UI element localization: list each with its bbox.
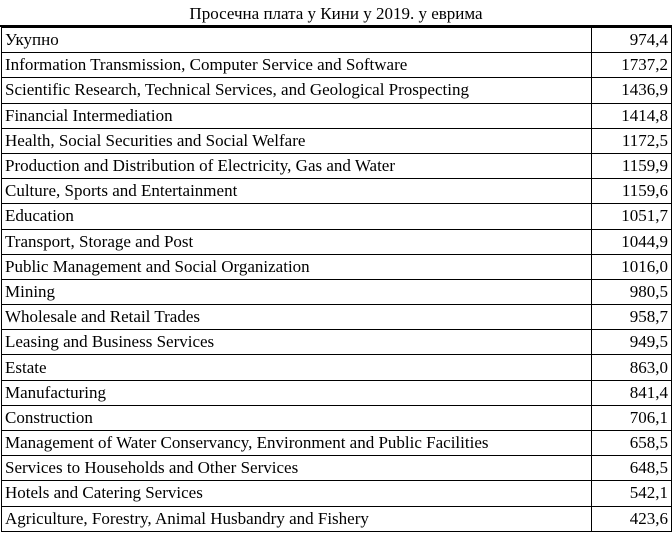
sector-label: Construction bbox=[1, 404, 592, 432]
sector-label: Education bbox=[1, 203, 592, 230]
salary-value: 1051,7 bbox=[591, 203, 672, 230]
table-row: Financial Intermediation 1414,8 bbox=[1, 102, 672, 129]
salary-value: 648,5 bbox=[591, 455, 672, 482]
table-row: Hotels and Catering Services 542,1 bbox=[1, 480, 672, 507]
salary-value: 1172,5 bbox=[591, 127, 672, 154]
sector-label: Mining bbox=[1, 278, 592, 306]
salary-value: 1414,8 bbox=[591, 102, 672, 129]
table-row: Leasing and Business Services 949,5 bbox=[1, 329, 672, 356]
sector-label: Public Management and Social Organizatio… bbox=[1, 253, 592, 280]
table-row: Production and Distribution of Electrici… bbox=[1, 152, 672, 180]
sector-label: Hotels and Catering Services bbox=[1, 480, 592, 507]
sector-label: Services to Households and Other Service… bbox=[1, 455, 592, 482]
table-row: Agriculture, Forestry, Animal Husbandry … bbox=[1, 505, 672, 532]
salary-value: 974,4 bbox=[591, 26, 672, 54]
sector-label: Agriculture, Forestry, Animal Husbandry … bbox=[1, 505, 592, 532]
table-row: Mining 980,5 bbox=[1, 278, 672, 306]
table-row: Culture, Sports and Entertainment 1159,6 bbox=[1, 178, 672, 205]
salary-table: Укупно 974,4 Information Transmission, Com… bbox=[1, 26, 672, 532]
table-row: Укупно 974,4 bbox=[1, 26, 672, 54]
sector-label: Укупно bbox=[1, 26, 592, 54]
salary-value: 1044,9 bbox=[591, 228, 672, 255]
table-row: Education 1051,7 bbox=[1, 203, 672, 230]
sector-label: Production and Distribution of Electrici… bbox=[1, 152, 592, 180]
sector-label: Transport, Storage and Post bbox=[1, 228, 592, 255]
salary-value: 949,5 bbox=[591, 329, 672, 356]
salary-value: 958,7 bbox=[591, 304, 672, 331]
salary-value: 841,4 bbox=[591, 379, 672, 406]
table-row: Public Management and Social Organizatio… bbox=[1, 253, 672, 280]
sector-label: Manufacturing bbox=[1, 379, 592, 406]
sector-label: Health, Social Securities and Social Wel… bbox=[1, 127, 592, 154]
salary-value: 863,0 bbox=[591, 354, 672, 381]
sector-label: Culture, Sports and Entertainment bbox=[1, 178, 592, 205]
table-row: Wholesale and Retail Trades 958,7 bbox=[1, 304, 672, 331]
salary-value: 980,5 bbox=[591, 278, 672, 306]
sector-label: Financial Intermediation bbox=[1, 102, 592, 129]
table-row: Management of Water Conservancy, Environ… bbox=[1, 429, 672, 457]
salary-value: 1016,0 bbox=[591, 253, 672, 280]
table-row: Scientific Research, Technical Services,… bbox=[1, 77, 672, 104]
salary-value: 423,6 bbox=[591, 505, 672, 532]
table-row: Manufacturing 841,4 bbox=[1, 379, 672, 406]
salary-value: 1737,2 bbox=[591, 52, 672, 79]
sector-label: Wholesale and Retail Trades bbox=[1, 304, 592, 331]
salary-value: 1159,6 bbox=[591, 178, 672, 205]
table-row: Construction 706,1 bbox=[1, 404, 672, 432]
sector-label: Information Transmission, Computer Servi… bbox=[1, 52, 592, 79]
salary-value: 1159,9 bbox=[591, 152, 672, 180]
table-row: Services to Households and Other Service… bbox=[1, 455, 672, 482]
table-row: Information Transmission, Computer Servi… bbox=[1, 52, 672, 79]
sector-label: Estate bbox=[1, 354, 592, 381]
table-row: Health, Social Securities and Social Wel… bbox=[1, 127, 672, 154]
table-title: Просечна плата у Кини у 2019. у еврима bbox=[0, 0, 672, 27]
sector-label: Leasing and Business Services bbox=[1, 329, 592, 356]
table-row: Estate 863,0 bbox=[1, 354, 672, 381]
salary-value: 706,1 bbox=[591, 404, 672, 432]
sector-label: Management of Water Conservancy, Environ… bbox=[1, 429, 592, 457]
salary-value: 658,5 bbox=[591, 429, 672, 457]
table-row: Transport, Storage and Post 1044,9 bbox=[1, 228, 672, 255]
sector-label: Scientific Research, Technical Services,… bbox=[1, 77, 592, 104]
salary-value: 1436,9 bbox=[591, 77, 672, 104]
salary-value: 542,1 bbox=[591, 480, 672, 507]
